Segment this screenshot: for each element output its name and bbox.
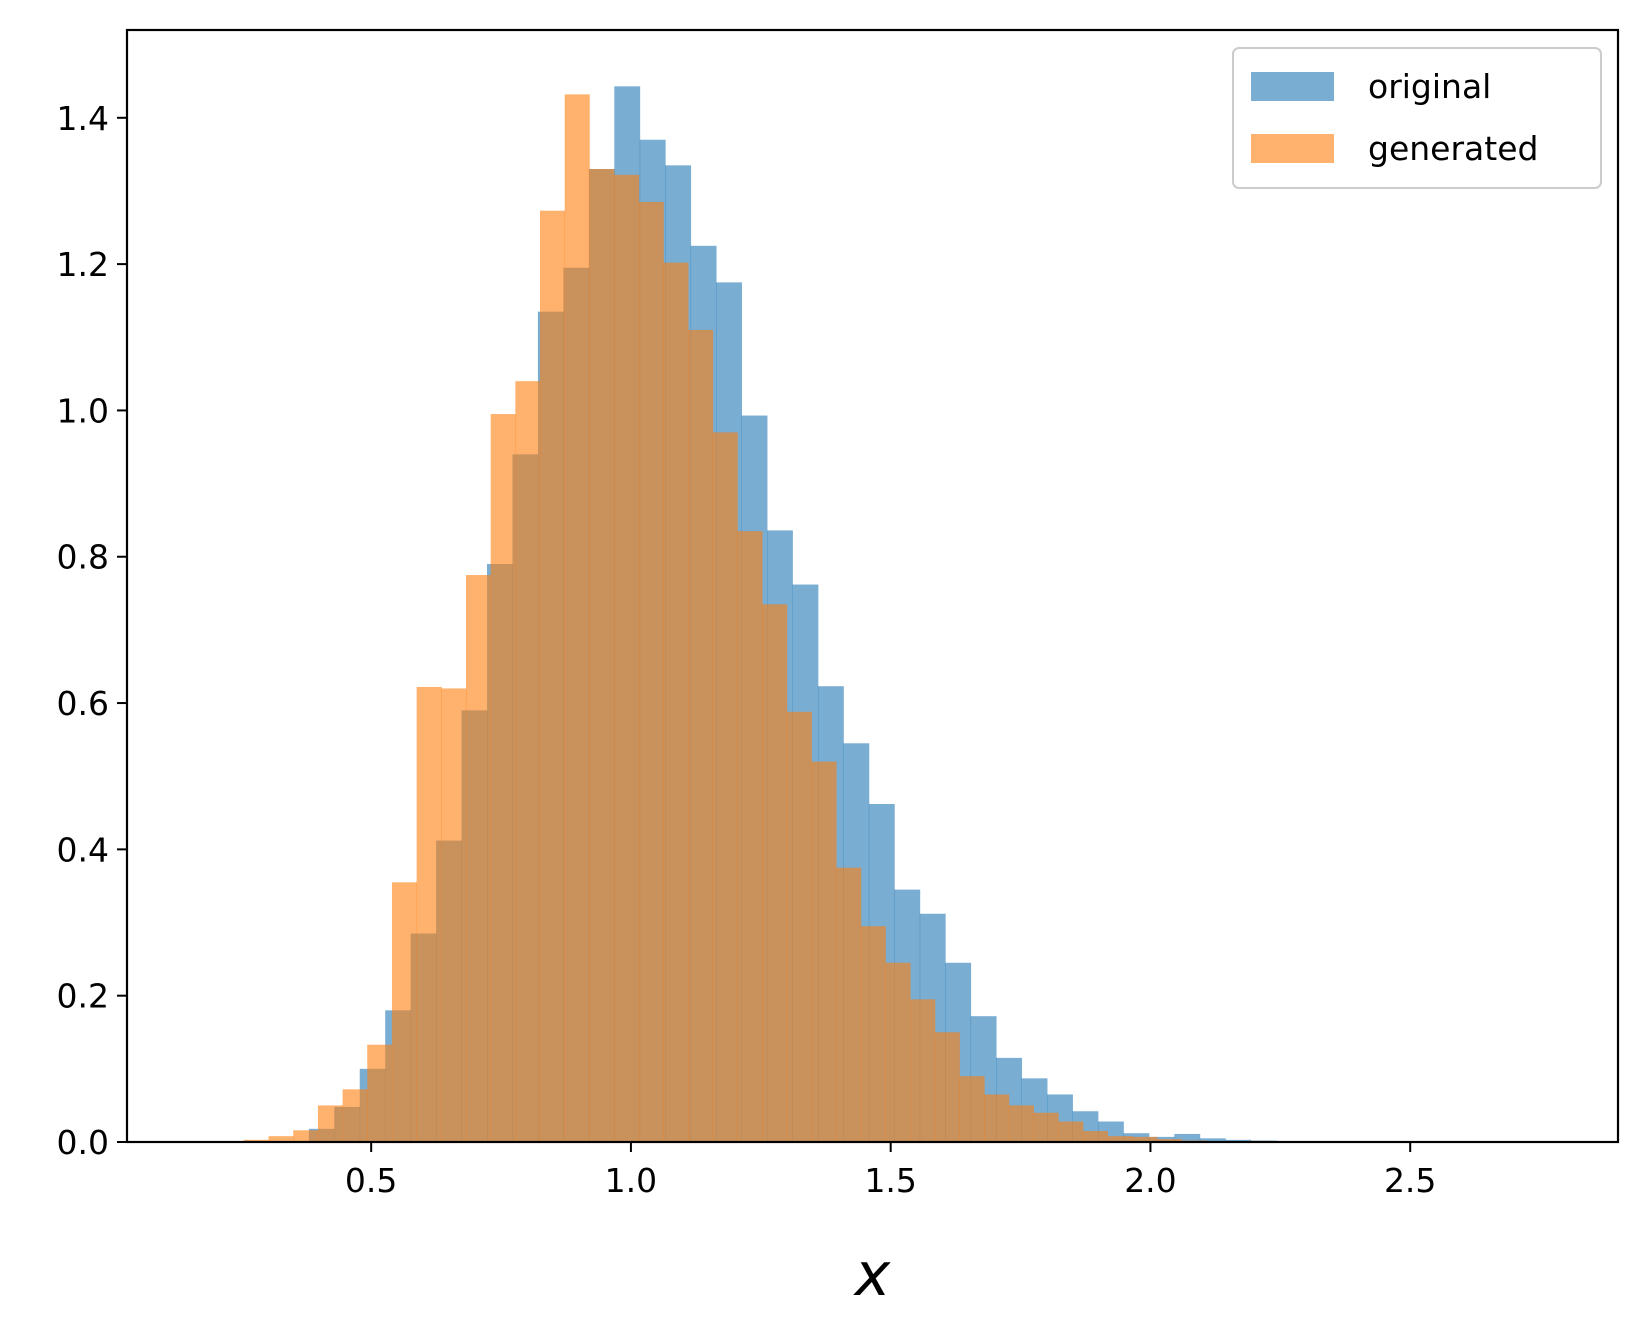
bar-generated-13: [564, 94, 590, 1142]
bar-generated-9: [465, 575, 492, 1142]
y-tick-label-5: 1.0: [57, 391, 109, 430]
legend: original generated: [1232, 47, 1602, 189]
bar-generated-1: [268, 1136, 294, 1142]
bar-generated-32: [1033, 1112, 1059, 1142]
bar-generated-25: [860, 926, 886, 1142]
bar-generated-37: [1156, 1139, 1183, 1142]
y-tick-label-2: 0.4: [57, 830, 109, 869]
bar-original-35: [1199, 1138, 1226, 1142]
bar-generated-36: [1132, 1136, 1158, 1142]
bar-generated-3: [317, 1105, 343, 1142]
y-tick-label-3: 0.6: [57, 684, 109, 723]
bar-generated-33: [1058, 1121, 1084, 1142]
x-tick-label-0: 0.5: [345, 1161, 397, 1200]
plot-area-frame: [125, 28, 1620, 1144]
x-axis: 0.5 1.0 1.5 2.0 2.5: [345, 1142, 1436, 1200]
y-tick-label-7: 1.4: [57, 99, 109, 138]
x-tick-label-1: 1.0: [605, 1161, 657, 1200]
bar-generated-35: [1107, 1136, 1133, 1142]
bar-generated-31: [1008, 1105, 1034, 1142]
bar-generated-6: [391, 882, 418, 1142]
bar-generated-30: [984, 1094, 1010, 1142]
bar-generated-21: [762, 604, 788, 1142]
legend-label-original: original: [1368, 67, 1491, 106]
bar-original-34: [1174, 1133, 1201, 1142]
bar-generated-20: [737, 531, 763, 1142]
bar-generated-26: [885, 962, 911, 1142]
bar-generated-22: [786, 711, 812, 1142]
bar-generated-11: [515, 381, 541, 1142]
bar-generated-5: [367, 1044, 393, 1142]
bar-generated-15: [614, 174, 640, 1143]
x-tick-label-2: 1.5: [864, 1161, 916, 1200]
bar-generated-18: [688, 329, 714, 1142]
x-axis-label: x: [853, 1240, 891, 1310]
bar-generated-34: [1082, 1131, 1108, 1142]
x-tick-label-3: 2.0: [1124, 1161, 1176, 1200]
legend-label-generated: generated: [1368, 129, 1538, 168]
x-tick-label-4: 2.5: [1384, 1161, 1436, 1200]
bar-generated-29: [959, 1076, 985, 1142]
bar-generated-7: [416, 686, 442, 1142]
bar-generated-14: [589, 169, 615, 1142]
bar-generated-27: [910, 999, 936, 1142]
y-tick-label-6: 1.2: [57, 245, 109, 284]
y-tick-label-4: 0.8: [57, 538, 109, 577]
legend-swatch-generated: [1251, 134, 1334, 163]
bar-generated-4: [342, 1089, 368, 1142]
bar-generated-28: [934, 1032, 960, 1142]
bar-generated-19: [712, 432, 738, 1142]
bar-generated-16: [638, 201, 664, 1143]
bar-generated-8: [441, 688, 467, 1142]
bars-layer: [243, 86, 1277, 1143]
bar-generated-23: [811, 761, 837, 1142]
y-axis: 0.0 0.2 0.4 0.6 0.8 1.0 1.2 1.4: [57, 99, 127, 1162]
y-tick-label-1: 0.2: [57, 977, 109, 1016]
legend-swatch-original: [1251, 72, 1334, 101]
bar-generated-24: [836, 867, 862, 1142]
bar-generated-2: [293, 1130, 319, 1142]
bar-generated-17: [663, 262, 689, 1142]
bar-generated-12: [540, 210, 566, 1142]
y-tick-label-0: 0.0: [57, 1123, 109, 1162]
bar-generated-10: [490, 414, 516, 1143]
